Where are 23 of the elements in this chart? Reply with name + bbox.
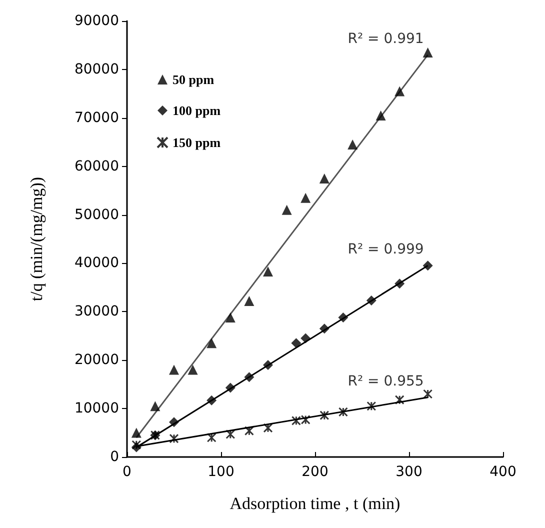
y-tick-label: 30000 (74, 304, 119, 320)
legend-label: 50 ppm (172, 72, 214, 87)
x-tick-label: 200 (302, 464, 328, 480)
annotation: R² = 0.999 (348, 242, 424, 258)
y-tick-label: 80000 (74, 61, 119, 78)
y-tick-label: 40000 (74, 255, 119, 272)
y-tick-label: 20000 (74, 352, 119, 368)
legend-label: 100 ppm (172, 103, 221, 118)
y-axis-title: t/q (min/(mg/mg)) (27, 176, 46, 302)
x-tick-label: 0 (122, 464, 132, 480)
y-tick-label: 10000 (74, 400, 119, 417)
x-tick-label: 300 (396, 464, 422, 480)
y-tick-label: 90000 (74, 13, 119, 29)
x-tick-label: 400 (490, 464, 516, 480)
annotation: R² = 0.991 (348, 30, 424, 47)
y-tick-label: 0 (110, 449, 119, 465)
annotation: R² = 0.955 (348, 373, 424, 390)
y-tick-label: 70000 (74, 110, 119, 126)
y-tick-label: 60000 (74, 158, 119, 174)
legend-label: 150 ppm (172, 135, 221, 150)
y-tick-label: 50000 (74, 206, 119, 223)
x-axis-title: Adsorption time , t (min) (230, 494, 400, 513)
x-tick-label: 100 (208, 464, 234, 480)
